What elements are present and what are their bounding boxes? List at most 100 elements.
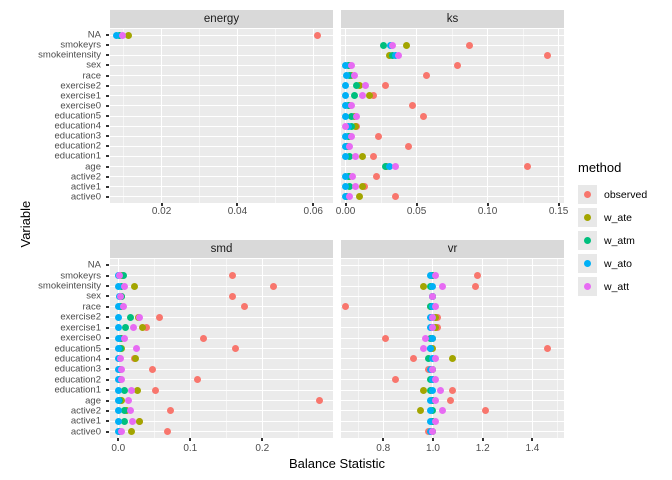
point-w_ate [124,31,132,39]
y-axis-label: exercise0 [60,332,101,344]
y-axis-tick [106,337,109,340]
gridline-major [487,29,489,203]
point-observed [370,92,378,100]
point-w_ato [112,31,120,39]
point-observed [471,282,479,290]
gridline-horizontal [110,64,333,66]
y-axis-tick [106,54,109,57]
point-w_ate [135,417,143,425]
gridline-horizontal [110,105,333,107]
point-w_att [129,324,137,332]
gridline-horizontal [110,327,333,329]
y-axis-tick [106,357,109,360]
y-axis-label: exercise2 [60,80,101,92]
point-w_att [119,31,127,39]
point-w_ato [114,313,122,321]
point-w_atm [424,355,432,363]
y-axis-tick [106,316,109,319]
gridline-major [416,29,418,203]
point-w_att [124,397,132,405]
point-w_ato [342,61,350,69]
point-observed [474,272,482,280]
y-axis-label: sex [86,290,101,302]
x-axis-tick [189,438,192,441]
y-axis-tick [106,44,109,47]
y-axis-label: exercise1 [60,322,101,334]
y-axis-label: smokeintensity [38,49,101,61]
gridline-horizontal [341,295,564,297]
gridline-major [312,29,314,203]
x-tick-label: 0.04 [227,206,248,217]
point-observed [392,376,400,384]
gridline-minor [451,29,453,203]
legend-item-label: w_ate [604,211,633,224]
point-w_att [439,407,447,415]
y-axis-tick [106,305,109,308]
y-axis-label: education2 [54,140,101,152]
point-observed [342,303,350,311]
x-tick-label: 0.1 [183,443,198,454]
y-axis-title: Variable [17,200,33,248]
y-axis-label: education1 [54,150,101,162]
x-axis-tick [236,203,239,206]
legend-dot-observed [584,191,591,198]
point-w_att [429,365,437,373]
point-w_att [346,142,354,150]
point-w_att [429,313,437,321]
point-w_att [351,152,359,160]
gridline-horizontal [341,348,564,349]
y-axis-label: exercise2 [60,311,101,323]
x-tick-label: 0.06 [303,206,323,217]
point-observed [420,112,428,120]
point-observed [370,152,378,160]
y-axis-label: education3 [54,130,101,142]
gridline-minor [522,29,524,203]
x-tick-label: 0.05 [406,206,427,217]
point-observed [199,334,207,342]
point-observed [193,376,201,384]
point-w_ato [114,282,122,290]
point-observed [391,193,399,201]
point-observed [454,61,462,69]
y-axis-tick [106,165,109,168]
legend-item-w_ate: w_ate [578,208,647,227]
point-w_ate [132,355,140,363]
gridline-horizontal [110,316,333,318]
point-observed [269,282,277,290]
point-observed [404,142,412,150]
gridline-horizontal [110,115,333,117]
point-w_att [117,376,125,384]
gridline-minor [507,259,509,438]
y-axis-label: education1 [54,384,101,396]
gridline-horizontal [341,337,564,339]
gridline-major [558,29,560,203]
point-w_ate [131,282,139,290]
point-w_att [419,345,427,352]
y-axis-tick [106,145,109,148]
legend-item-observed: observed [578,185,647,204]
gridline-horizontal [110,264,333,266]
gridline-horizontal [110,348,333,349]
point-w_ato [342,193,350,201]
facet-strip-vr: vr [341,240,564,258]
point-w_ato [342,92,350,100]
y-axis-label: age [85,161,101,173]
gridline-horizontal [341,327,564,329]
x-tick-label: 0.8 [376,443,391,454]
point-w_ate [403,41,411,49]
gridline-minor [380,29,382,203]
x-tick-label: 0.2 [255,443,270,454]
point-w_ato [426,397,434,405]
gridline-horizontal [341,420,564,422]
point-w_ato [343,72,351,80]
point-w_att [347,132,355,140]
point-observed [315,397,323,405]
x-tick-label: 1.2 [475,443,490,454]
point-w_ato [342,173,350,181]
gridline-horizontal [110,275,333,277]
gridline-horizontal [341,285,564,287]
y-axis-tick [106,94,109,97]
x-tick-label: 0.02 [151,206,172,217]
x-tick-label: 1.4 [525,443,540,454]
point-observed [313,31,321,39]
